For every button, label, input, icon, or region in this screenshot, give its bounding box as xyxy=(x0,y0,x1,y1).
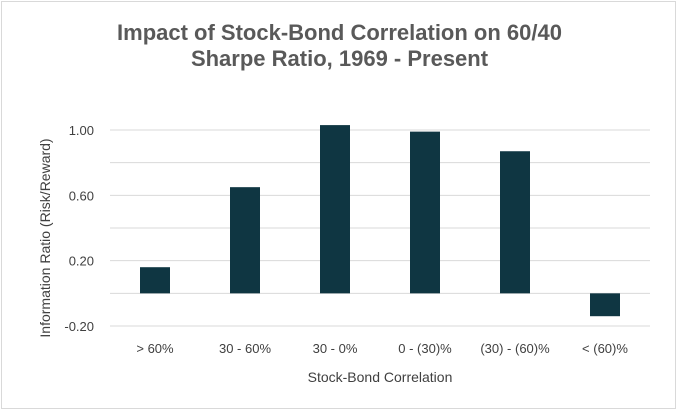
x-tick-label: < (60)% xyxy=(582,341,628,356)
bar-5 xyxy=(590,293,620,317)
y-tick-label: -0.20 xyxy=(64,319,94,334)
bar-2 xyxy=(320,125,350,294)
bar-0 xyxy=(140,267,170,294)
chart-title: Impact of Stock-Bond Correlation on 60/4… xyxy=(0,20,679,72)
bars xyxy=(140,125,620,317)
x-tick-label: 30 - 0% xyxy=(313,341,358,356)
y-tick-label: 0.20 xyxy=(69,254,94,269)
x-tick-label: 0 - (30)% xyxy=(398,341,452,356)
y-tick-label: 1.00 xyxy=(69,123,94,138)
y-axis-label: Information Ratio (Risk/Reward) xyxy=(37,138,53,337)
bar-3 xyxy=(410,131,440,294)
x-tick-label: 30 - 60% xyxy=(219,341,271,356)
x-tick-labels: > 60% 30 - 60% 30 - 0% 0 - (30)% (30) - (60)… xyxy=(136,341,628,356)
gridlines xyxy=(110,129,650,327)
x-tick-label: > 60% xyxy=(136,341,174,356)
y-tick-labels: 1.00 0.60 0.20 -0.20 xyxy=(64,123,94,334)
chart-title-line-1: Impact of Stock-Bond Correlation on 60/4… xyxy=(117,20,562,45)
bar-4 xyxy=(500,151,530,294)
x-tick-label: (30) - (60)% xyxy=(480,341,550,356)
y-tick-label: 0.60 xyxy=(69,188,94,203)
chart-title-line-2: Sharpe Ratio, 1969 - Present xyxy=(190,46,489,71)
bar-1 xyxy=(230,187,260,294)
x-axis-label: Stock-Bond Correlation xyxy=(308,369,453,385)
